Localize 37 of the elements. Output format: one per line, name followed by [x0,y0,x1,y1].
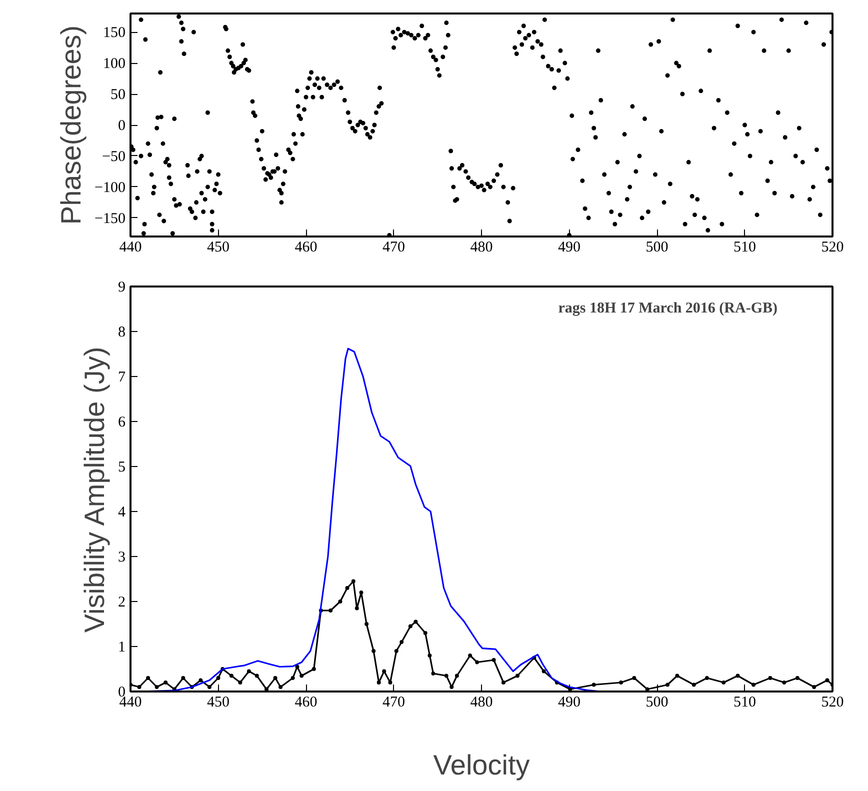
x-tick-label: 460 [294,694,318,710]
x-tick-label: 440 [119,240,142,256]
x-tick-label: 510 [734,240,756,256]
y-tick-label: 1 [118,640,126,656]
y-tick-label: 8 [118,324,126,340]
x-tick-label: 490 [558,694,580,710]
x-tick-label: 480 [470,240,493,256]
y-tick-label: −100 [94,180,126,196]
x-tick-label: 450 [207,240,230,256]
x-tick-label: 510 [734,694,756,710]
y-tick-label: 7 [118,370,126,386]
y-tick-label: −50 [102,148,126,165]
y-tick-label: 0 [118,118,126,134]
y-tick-label: −150 [94,210,126,227]
x-tick-label: 520 [821,694,844,710]
x-tick-label: 470 [382,240,405,256]
x-tick-label: 500 [646,694,668,710]
x-tick-label: 450 [207,694,230,710]
y-tick-label: 2 [118,594,126,610]
annotation: rags 18H 17 March 2016 (RA-GB) [558,300,778,316]
y-axis-title: Phase(degrees) [56,25,87,225]
x-tick-label: 490 [558,240,580,256]
x-tick-label: 520 [821,240,844,256]
y-tick-label: 150 [103,25,126,42]
y-tick-label: 50 [110,87,126,104]
y-tick-label: 100 [103,56,126,72]
y-tick-label: 5 [118,460,126,476]
y-axis-title: Visibility Amplitude (Jy) [79,346,110,633]
x-axis-title: Velocity [433,750,530,780]
y-tick-label: 6 [118,414,126,430]
y-tick-label: 9 [118,280,126,296]
x-tick-label: 480 [470,694,493,710]
y-tick-label: 3 [118,550,126,566]
x-tick-label: 470 [382,694,405,710]
x-tick-label: 460 [294,240,318,256]
y-tick-label: 4 [118,504,126,520]
x-tick-label: 500 [646,240,668,256]
